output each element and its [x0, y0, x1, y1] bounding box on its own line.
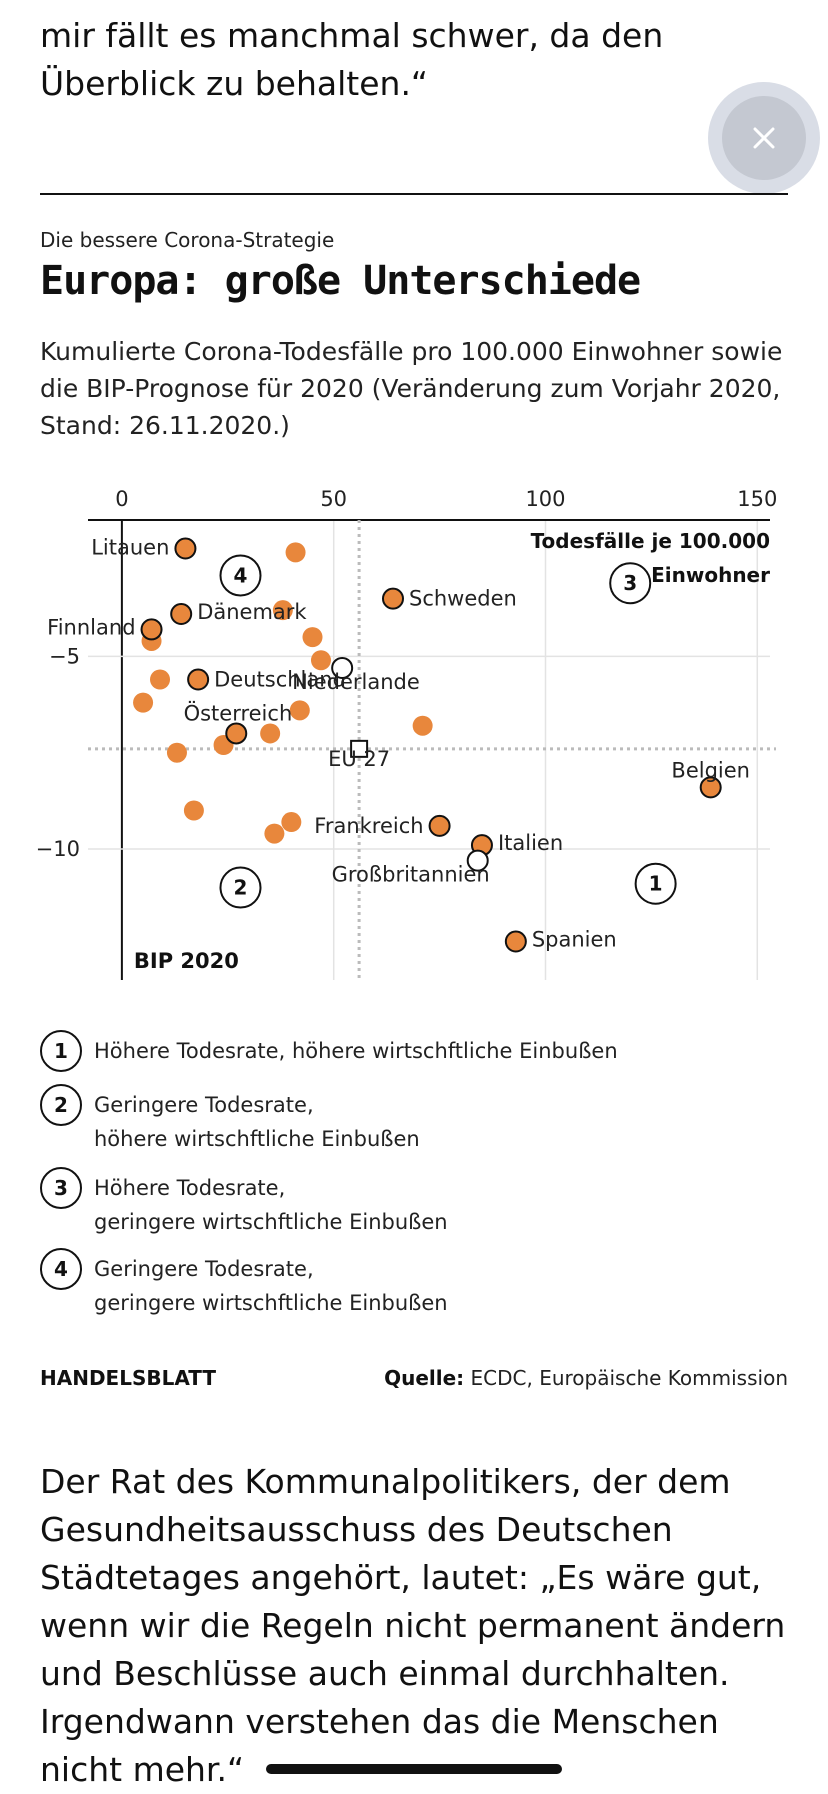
quadrant-marker-4 [219, 554, 262, 597]
quadrant-marker-label: 2 [234, 876, 248, 900]
scatter-point [260, 723, 281, 744]
scatter-point [133, 692, 154, 713]
point-label--sterreich: Österreich [184, 700, 293, 725]
point-belgien [699, 776, 722, 799]
point-label-d-nemark: Dänemark [197, 600, 307, 624]
source-line: Quelle: ECDC, Europäische Kommission [384, 1366, 788, 1390]
quadrant-marker-2 [219, 866, 262, 909]
x-tick-label: 50 [320, 487, 347, 511]
legend-text: Höhere Todesrate, geringere wirtschftlic… [94, 1176, 448, 1234]
quadrant-marker-3 [609, 562, 652, 605]
point-gro-britannien [466, 849, 489, 872]
legend-text: Höhere Todesrate, höhere wirtschftliche … [94, 1039, 618, 1063]
brand-label: HANDELSBLATT [40, 1366, 217, 1390]
close-button[interactable] [708, 82, 820, 194]
point-label-litauen: Litauen [91, 536, 169, 560]
point-label-frankreich: Frankreich [314, 814, 423, 838]
scatter-point [272, 600, 293, 621]
x-axis-title-line2: Einwohner [651, 563, 770, 587]
x-tick-label: 0 [115, 487, 128, 511]
point-deutschland [187, 668, 210, 691]
y-tick-label: −5 [49, 644, 80, 668]
scatter-point [412, 715, 433, 736]
point-eu-27 [350, 739, 369, 758]
source-text: ECDC, Europäische Kommission [470, 1366, 788, 1390]
legend-number: 4 [40, 1248, 82, 1290]
point-label-niederlande: Niederlande [292, 670, 420, 694]
graphic-kicker: Die bessere Corona-Strategie [40, 228, 335, 252]
source-label: Quelle: [384, 1366, 465, 1390]
scatter-chart: 0 50 100 150 −5 −10 Todesfälle je 100.000 Einwo… [36, 487, 777, 980]
legend-number: 3 [40, 1167, 82, 1209]
close-icon [753, 127, 775, 149]
close-button-inner[interactable] [722, 96, 806, 180]
graphic-title: Europa: große Unterschiede [40, 258, 641, 304]
scatter-point [281, 812, 302, 833]
point-frankreich [428, 814, 451, 837]
point-litauen [174, 537, 197, 560]
scatter-point [264, 823, 285, 844]
graphic-subtitle: Kumulierte Corona-Todesfälle pro 100.000… [40, 337, 783, 440]
section-divider [40, 193, 788, 195]
legend-number: 2 [40, 1084, 82, 1126]
quadrant-marker-label: 3 [623, 571, 637, 595]
intro-quote: mir fällt es manchmal schwer, da den Übe… [40, 16, 664, 103]
point-niederlande [331, 656, 354, 679]
point-label-spanien: Spanien [532, 927, 617, 951]
scatter-point [289, 700, 310, 721]
scatter-point [183, 800, 204, 821]
point-label-deutschland: Deutschland [214, 668, 346, 692]
y-tick-label: −10 [36, 837, 80, 861]
legend-text: Geringere Todesrate, geringere wirtschft… [94, 1257, 448, 1315]
point-label-finnland: Finnland [47, 615, 135, 639]
point-label-schweden: Schweden [409, 587, 517, 611]
legend-text: Geringere Todesrate, höhere wirtschftlic… [94, 1093, 420, 1151]
legend-number: 1 [40, 1030, 82, 1072]
point-label-italien: Italien [498, 831, 563, 855]
point-finnland [140, 618, 163, 641]
point-label-eu-27: EU 27 [328, 747, 390, 771]
scatter-point [166, 742, 187, 763]
x-tick-label: 100 [525, 487, 565, 511]
point--sterreich [225, 722, 248, 745]
scatter-point [310, 650, 331, 671]
point-label-gro-britannien: Großbritannien [332, 863, 490, 887]
x-tick-label: 150 [737, 487, 777, 511]
point-spanien [504, 930, 527, 953]
point-label-belgien: Belgien [671, 758, 750, 782]
point-d-nemark [170, 603, 193, 626]
home-indicator[interactable] [266, 1764, 562, 1774]
x-axis-title: Todesfälle je 100.000 [531, 529, 770, 553]
quadrant-marker-label: 1 [649, 872, 663, 896]
y-axis-title: BIP 2020 [134, 949, 239, 973]
quadrant-marker-1 [634, 862, 677, 905]
scatter-point [150, 669, 171, 690]
quadrant-marker-label: 4 [234, 563, 248, 587]
point-schweden [381, 587, 404, 610]
scatter-point [302, 627, 323, 648]
article-paragraph: Der Rat des Kommunalpolitikers, der dem … [40, 1462, 786, 1789]
scatter-point [285, 542, 306, 563]
